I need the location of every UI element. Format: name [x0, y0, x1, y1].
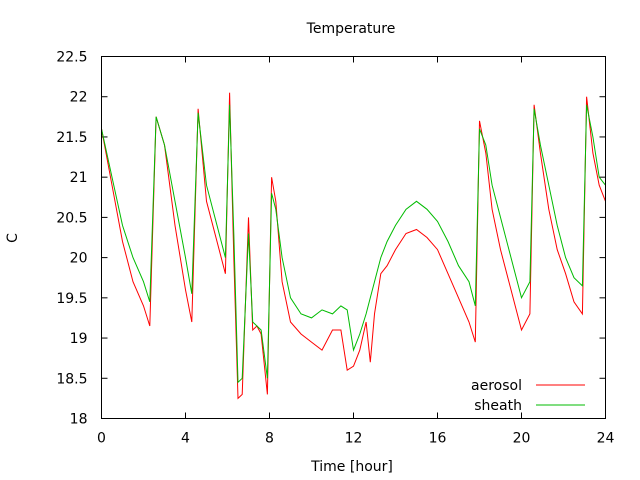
series-lines	[101, 92, 606, 400]
plot-frame	[101, 56, 606, 419]
chart-title: Temperature	[306, 21, 396, 37]
y-tick-label: 18.5	[56, 371, 87, 387]
y-tick-label: 21.5	[56, 130, 87, 146]
x-tick-label: 0	[97, 431, 106, 447]
x-tick-label: 12	[345, 431, 363, 447]
x-tick-label: 16	[429, 431, 447, 447]
x-tick-label: 4	[181, 431, 190, 447]
y-tick-label: 22.5	[56, 50, 87, 66]
x-tick-label: 8	[265, 431, 274, 447]
y-tick-label: 19.5	[56, 291, 87, 307]
y-tick-label: 20.5	[56, 210, 87, 226]
legend: aerosol sheath	[471, 378, 585, 414]
y-tick-label: 20	[70, 251, 88, 267]
legend-label-aerosol: aerosol	[471, 378, 522, 394]
x-tick-label: 24	[597, 431, 615, 447]
y-axis-label: C	[5, 233, 21, 243]
series-line-sheath	[101, 104, 606, 384]
y-tick-label: 22	[70, 90, 88, 106]
y-tick-label: 18	[70, 412, 88, 428]
series-line-aerosol	[101, 92, 606, 400]
y-tick-label: 21	[70, 170, 88, 186]
y-tick-label: 19	[70, 331, 88, 347]
legend-label-sheath: sheath	[474, 398, 522, 414]
x-axis-label: Time [hour]	[310, 459, 393, 475]
axis-tick-labels: 0 4 8 12 16 20 24 18 18.5 19 19.5 20 20.5 21 21.5 22 22.…	[56, 50, 614, 447]
x-tick-label: 20	[513, 431, 531, 447]
